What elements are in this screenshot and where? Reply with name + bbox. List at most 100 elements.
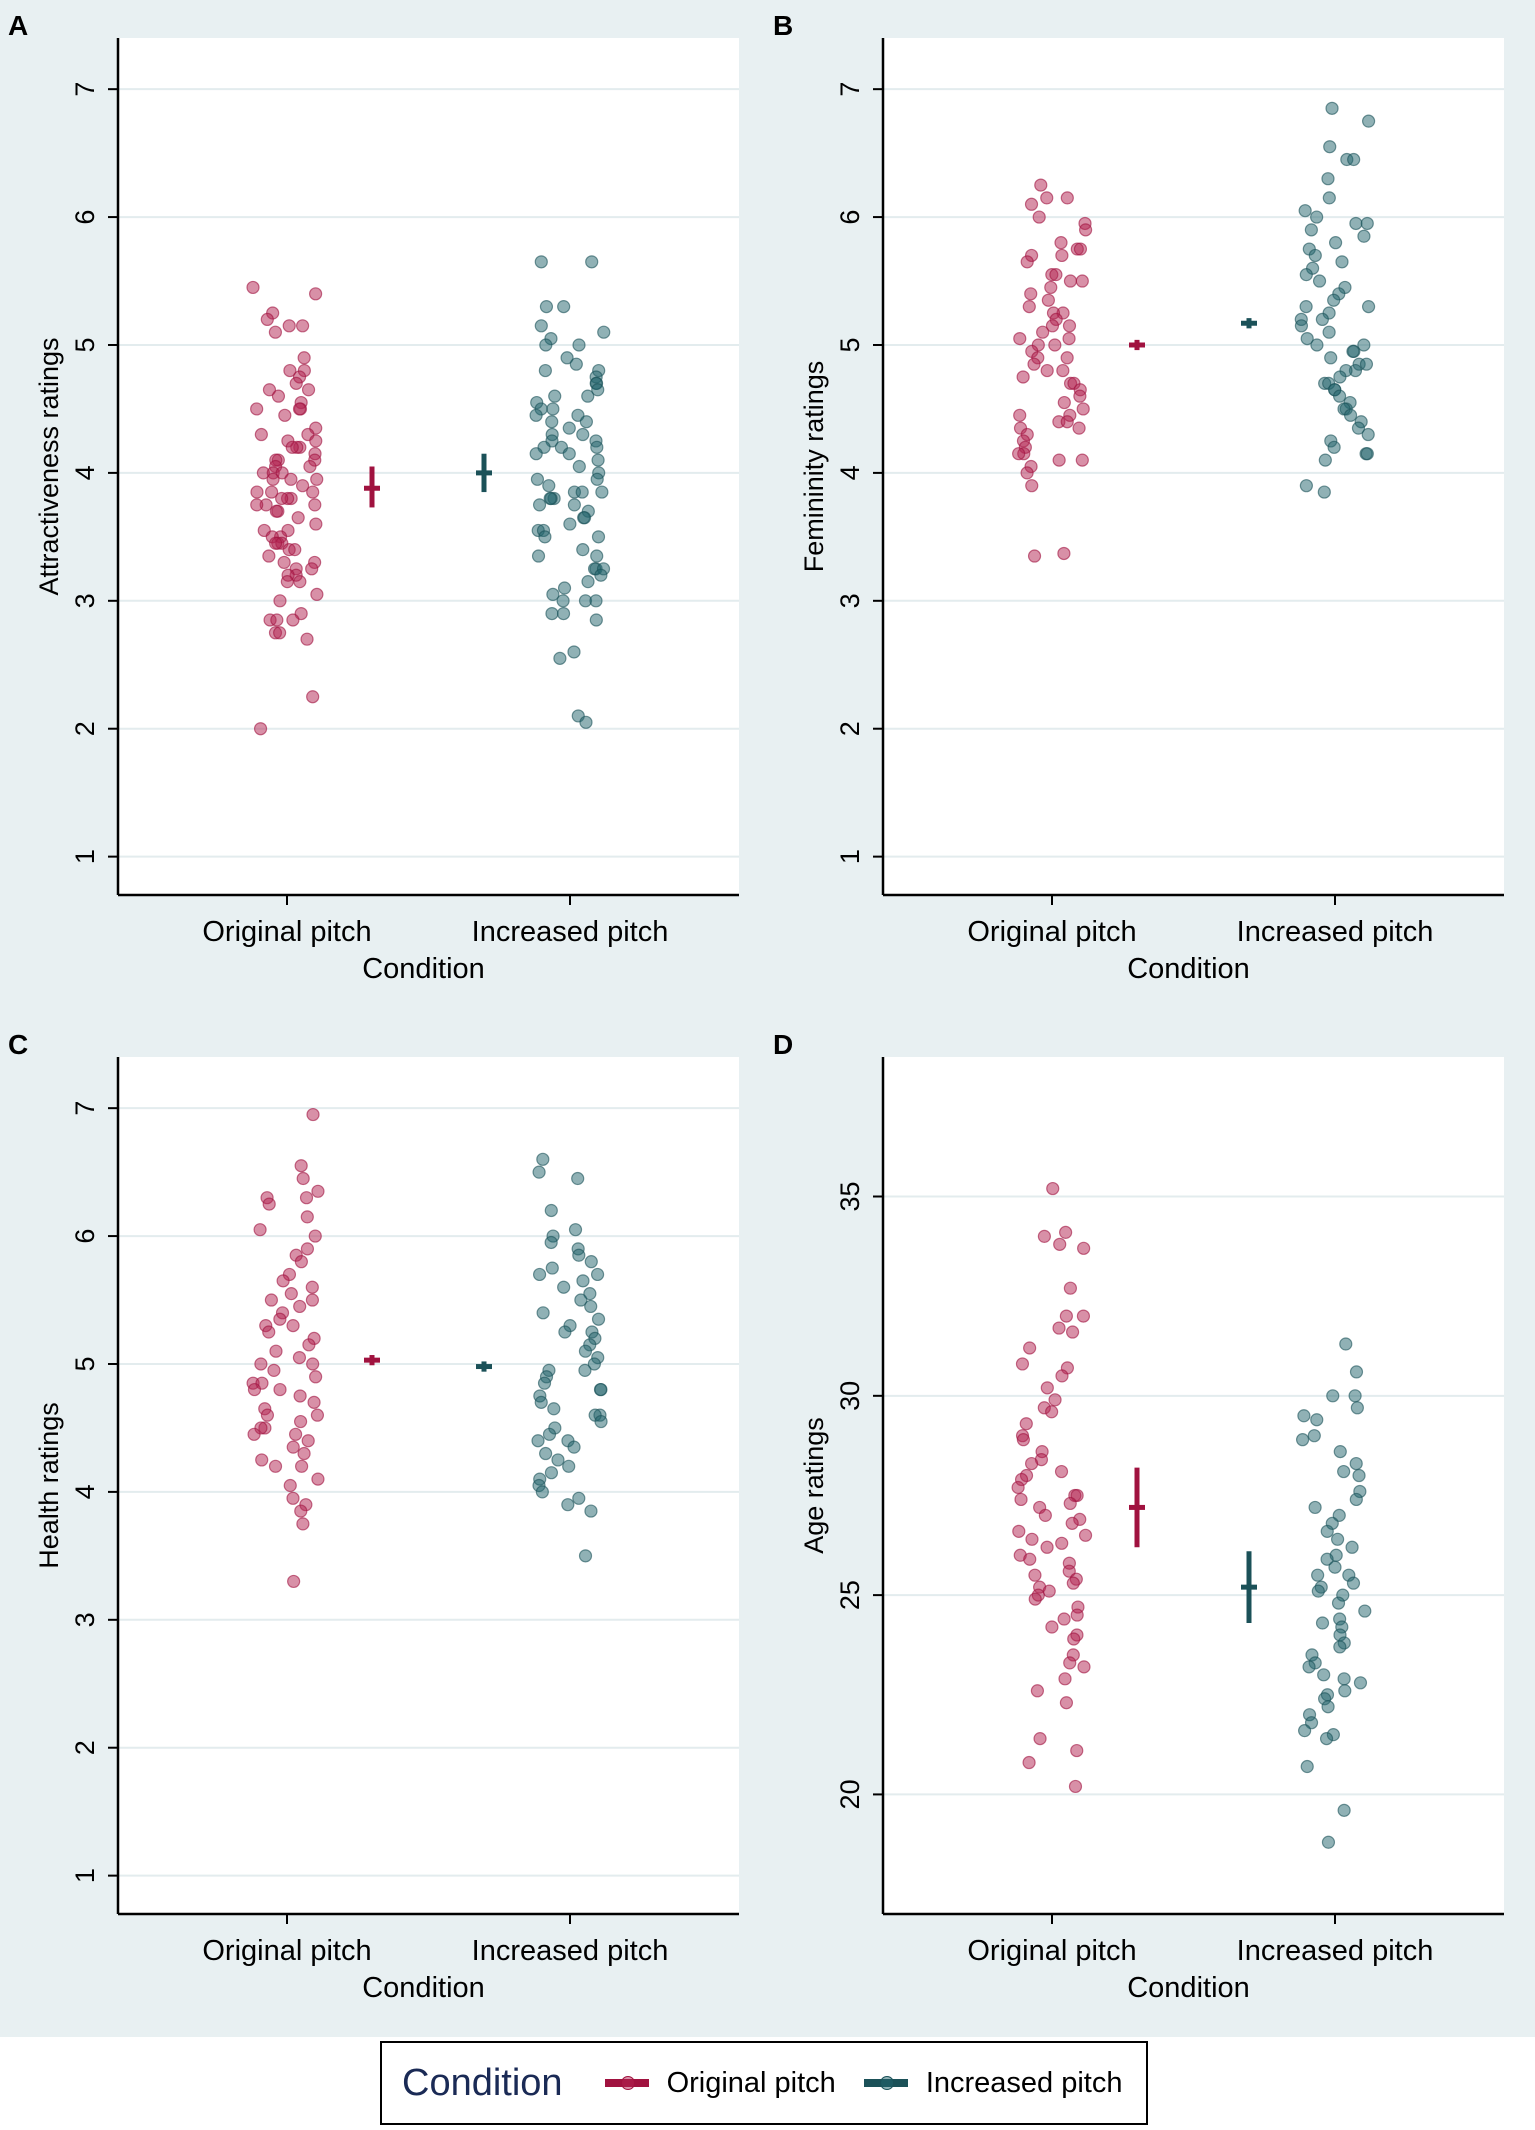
data-point (578, 1344, 593, 1358)
data-point (1326, 1389, 1340, 1403)
data-point (306, 1107, 320, 1122)
data-point (1307, 1429, 1321, 1443)
data-point (1350, 1401, 1364, 1415)
data-point (568, 1223, 583, 1237)
data-point (1359, 357, 1374, 371)
legend: Condition Original pitch Increased pitch (380, 2041, 1148, 2125)
panel-C: C 1 2 3 4 5 6 7 Health ratings Original pitch Incr… (8, 1029, 739, 2004)
data-point (1312, 274, 1327, 288)
data-point (1300, 331, 1314, 346)
data-point (1315, 312, 1329, 327)
data-point (1045, 1620, 1059, 1634)
data-point (260, 312, 274, 327)
legend-item-original: Original pitch (604, 2067, 836, 2100)
y-tick-label: 25 (835, 1580, 865, 1610)
data-point (1054, 1464, 1069, 1479)
y-tick-label: 4 (70, 465, 100, 480)
data-point (1327, 440, 1341, 454)
data-point (545, 606, 559, 621)
data-point (1024, 287, 1038, 301)
data-point (309, 287, 323, 301)
data-point (311, 1472, 325, 1486)
data-point (1048, 338, 1062, 352)
data-point (1357, 338, 1371, 352)
data-point (1075, 453, 1089, 467)
data-point (286, 1440, 300, 1454)
data-point (1060, 351, 1074, 365)
x-tick-label: Original pitch (202, 916, 371, 948)
data-point (577, 511, 592, 525)
data-point (594, 1382, 608, 1397)
data-point (594, 568, 608, 582)
y-tick-label: 1 (835, 849, 865, 864)
data-point (275, 491, 289, 506)
data-point (1060, 415, 1074, 429)
data-point (1349, 1365, 1364, 1379)
data-point (1057, 546, 1071, 561)
data-point (270, 613, 284, 627)
data-point (1037, 1229, 1051, 1243)
data-point (292, 402, 307, 416)
data-point (1059, 1309, 1073, 1323)
data-point (536, 1306, 550, 1320)
data-point (1347, 152, 1361, 167)
data-point (572, 1491, 586, 1505)
data-point (295, 479, 310, 493)
data-point (1040, 1540, 1054, 1554)
data-point (1353, 1676, 1368, 1690)
panel-letter: A (8, 10, 28, 41)
y-tick-label: 3 (70, 593, 100, 608)
data-point (1027, 549, 1042, 563)
data-point (544, 1235, 558, 1250)
data-point (590, 1267, 605, 1282)
data-point (264, 1293, 278, 1307)
data-point (1015, 1357, 1030, 1371)
data-point (1322, 191, 1336, 205)
y-tick-label: 3 (835, 593, 865, 608)
data-point (1315, 1616, 1330, 1630)
data-point (262, 1197, 276, 1211)
data-point (581, 575, 595, 589)
data-point (289, 376, 303, 390)
legend-title: Condition (402, 2061, 563, 2104)
y-tick-label: 4 (835, 465, 865, 480)
data-point (581, 389, 595, 403)
data-point (536, 1152, 550, 1166)
data-point (1338, 1684, 1352, 1698)
data-point (1361, 427, 1375, 442)
data-point (1020, 466, 1034, 480)
data-point (1349, 1456, 1363, 1471)
data-point (1073, 389, 1087, 403)
x-tick-label: Original pitch (967, 916, 1136, 948)
data-point (305, 1293, 320, 1307)
data-point (1063, 1281, 1078, 1295)
data-point (1072, 421, 1086, 435)
data-point (578, 1363, 592, 1377)
data-point (311, 1184, 325, 1198)
data-point (1299, 479, 1313, 493)
data-point (1011, 1480, 1025, 1495)
data-point (1066, 1576, 1080, 1590)
panel-letter: C (8, 1029, 28, 1060)
data-point (1321, 1835, 1336, 1849)
data-point (250, 498, 264, 512)
data-point (282, 319, 296, 333)
data-point (262, 1325, 276, 1339)
data-point (1028, 1568, 1042, 1582)
data-point (1297, 1409, 1311, 1423)
x-tick-label: Original pitch (967, 1935, 1136, 1967)
data-point (1052, 1321, 1066, 1335)
data-point (1012, 447, 1026, 461)
y-tick-label: 2 (70, 1740, 100, 1755)
data-point (262, 549, 276, 563)
data-point (295, 1459, 309, 1473)
data-point (530, 472, 545, 486)
data-point (275, 466, 289, 480)
data-point (557, 1280, 571, 1294)
data-point (308, 1229, 322, 1243)
plot-area (883, 38, 1504, 895)
data-point (539, 300, 554, 314)
y-tick-label: 7 (70, 82, 100, 97)
data-point (579, 715, 593, 729)
data-point (1302, 1660, 1316, 1674)
